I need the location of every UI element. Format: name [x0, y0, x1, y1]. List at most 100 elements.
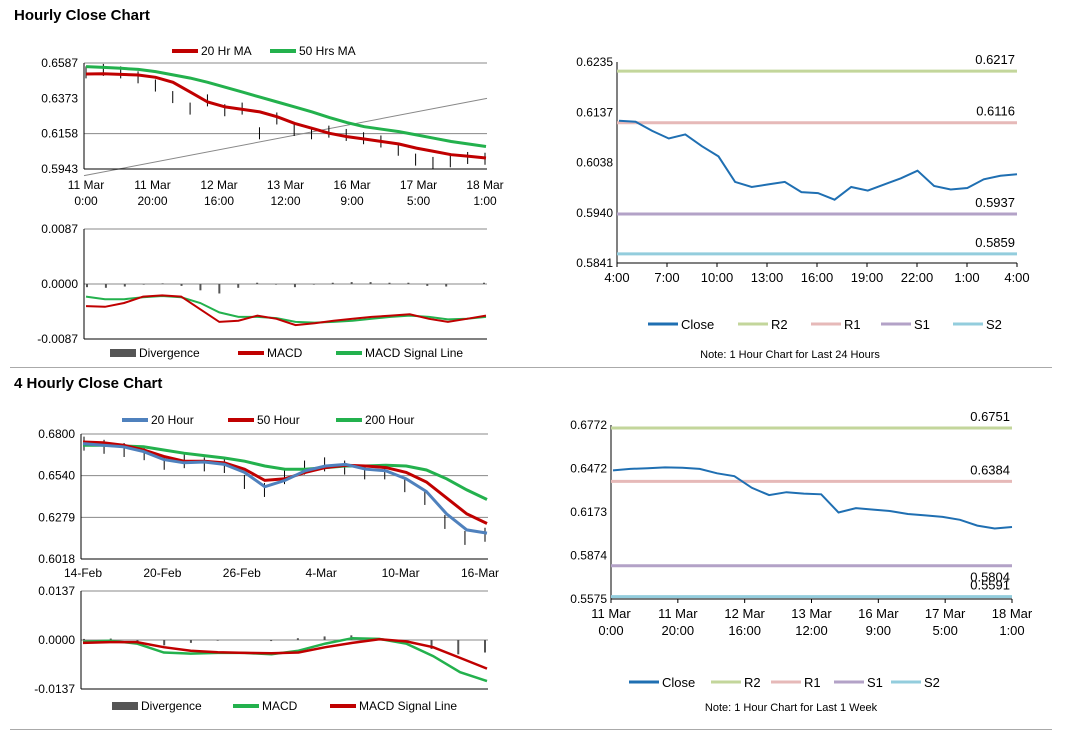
- hourly24-legend-r2-label: R2: [771, 317, 788, 332]
- four-hourly-xtick-label: 26-Feb: [223, 566, 261, 580]
- weekly-xtick-label: 11 Mar: [591, 606, 631, 621]
- hourly-xtick-label: 20:00: [137, 194, 167, 208]
- hourly-ma50-line: [85, 65, 487, 148]
- four-hourly-xtick-label: 10-Mar: [382, 566, 420, 580]
- four-hourly-ytick-label: 0.6540: [38, 469, 75, 483]
- hourly24-xtick-label: 16:00: [801, 270, 834, 285]
- weekly-legend-s2-label: S2: [924, 675, 940, 690]
- weekly-xtick-label: 0:00: [598, 623, 623, 638]
- hourly24-ytick-label: 0.5940: [576, 206, 613, 220]
- hourly-legend-ma50-label: 50 Hrs MA: [299, 44, 356, 58]
- four-hourly-section-title: 4 Hourly Close Chart: [14, 375, 163, 392]
- hourly-xtick-label: 18 Mar: [466, 178, 503, 192]
- four-hourly-ytick-label: 0.6279: [38, 510, 75, 524]
- hourly-macd-ytick-label: 0.0087: [41, 222, 78, 236]
- hourly-xtick-label: 16:00: [204, 194, 234, 208]
- four-hourly-legend-divergence-label: Divergence: [141, 699, 202, 713]
- hourly-xtick-label: 5:00: [407, 194, 431, 208]
- four-hourly-ma20-line: [82, 442, 488, 535]
- weekly-xtick-label: 9:00: [866, 623, 891, 638]
- weekly-xtick-label: 18 Mar: [992, 606, 1033, 621]
- weekly-legend-close-label: Close: [662, 675, 695, 690]
- weekly-legend-r2-label: R2: [744, 675, 761, 690]
- four-hourly-legend-20h-label: 20 Hour: [151, 413, 194, 427]
- hourly-macd-ytick-label: -0.0087: [37, 332, 78, 346]
- weekly-xtick-label: 12:00: [795, 623, 828, 638]
- hourly-xtick-label: 16 Mar: [333, 178, 370, 192]
- four-hourly-xtick-label: 20-Feb: [143, 566, 181, 580]
- weekly-close-line: [612, 466, 1013, 530]
- hourly-ytick-label: 0.6587: [41, 56, 78, 70]
- four-hourly-ytick-label: 0.6800: [38, 427, 75, 441]
- hourly24-level-s1-label: 0.5937: [975, 195, 1015, 210]
- hourly-legend-macd-label: MACD: [267, 346, 303, 360]
- hourly-legend-signal-label: MACD Signal Line: [365, 346, 463, 360]
- four-hourly-ytick-label: 0.6018: [38, 552, 75, 566]
- four-hourly-legend-divergence-swatch: [112, 702, 138, 710]
- weekly-xtick-label: 16 Mar: [858, 606, 899, 621]
- hourly24-legend-r1-label: R1: [844, 317, 861, 332]
- four-hourly-ma200-line: [83, 443, 488, 501]
- hourly24-xtick-label: 1:00: [954, 270, 979, 285]
- hourly24-note: Note: 1 Hour Chart for Last 24 Hours: [700, 349, 880, 361]
- weekly-xtick-label: 12 Mar: [724, 606, 765, 621]
- weekly-ytick-label: 0.5874: [570, 549, 607, 563]
- hourly-ytick-label: 0.6373: [41, 91, 78, 105]
- weekly-xtick-label: 11 Mar: [658, 606, 698, 621]
- section-separator: [10, 367, 1052, 368]
- hourly24-ytick-label: 0.6137: [576, 105, 613, 119]
- four-hourly-xtick-label: 16-Mar: [461, 566, 499, 580]
- weekly-xtick-label: 17 Mar: [925, 606, 966, 621]
- four-hourly-legend-signal-label: MACD Signal Line: [359, 699, 457, 713]
- four-hourly-legend-50h-label: 50 Hour: [257, 413, 300, 427]
- hourly-legend-divergence-swatch: [110, 349, 136, 357]
- hourly24-legend-close-label: Close: [681, 317, 714, 332]
- hourly-ytick-label: 0.5943: [41, 162, 78, 176]
- four-hourly-legend-200h-label: 200 Hour: [365, 413, 414, 427]
- hourly24-level-r1-label: 0.6116: [976, 104, 1015, 119]
- hourly24-ytick-label: 0.5841: [576, 256, 613, 270]
- hourly24-level-s2-label: 0.5859: [975, 235, 1015, 250]
- weekly-xtick-label: 20:00: [662, 623, 695, 638]
- weekly-level-r1-label: 0.6384: [970, 462, 1010, 477]
- hourly-section-title: Hourly Close Chart: [14, 7, 150, 24]
- four-hourly-macd-signal-line: [82, 638, 488, 670]
- hourly24-legend-s2-label: S2: [986, 317, 1002, 332]
- hourly24-xtick-label: 10:00: [701, 270, 734, 285]
- weekly-legend-s1-label: S1: [867, 675, 883, 690]
- hourly24-level-r2-label: 0.6217: [975, 52, 1015, 67]
- hourly24-xtick-label: 7:00: [654, 270, 679, 285]
- weekly-ytick-label: 0.6772: [570, 418, 607, 432]
- hourly24-xtick-label: 4:00: [1004, 270, 1029, 285]
- weekly-level-s2-label: 0.5591: [970, 578, 1010, 593]
- weekly-legend-r1-label: R1: [804, 675, 821, 690]
- weekly-xtick-label: 16:00: [728, 623, 761, 638]
- hourly-ma20-line: [85, 72, 487, 160]
- weekly-ytick-label: 0.6472: [570, 462, 607, 476]
- hourly-macd-line: [85, 294, 487, 327]
- hourly-legend-ma20-label: 20 Hr MA: [201, 44, 252, 58]
- hourly24-xtick-label: 4:00: [604, 270, 629, 285]
- four-hourly-macd-ytick-label: 0.0137: [38, 584, 75, 598]
- weekly-note: Note: 1 Hour Chart for Last 1 Week: [705, 702, 878, 714]
- weekly-xtick-label: 5:00: [933, 623, 958, 638]
- hourly-xtick-label: 9:00: [340, 194, 364, 208]
- weekly-level-s1-label: 0.5804: [970, 570, 1010, 585]
- hourly-xtick-label: 12 Mar: [200, 178, 237, 192]
- hourly24-xtick-label: 22:00: [901, 270, 934, 285]
- bottom-separator: [10, 729, 1052, 730]
- hourly24-ytick-label: 0.6038: [576, 156, 613, 170]
- hourly24-xtick-label: 19:00: [851, 270, 884, 285]
- weekly-xtick-label: 13 Mar: [791, 606, 832, 621]
- four-hourly-macd-ytick-label: -0.0137: [34, 682, 75, 696]
- hourly-xtick-label: 11 Mar: [68, 178, 104, 192]
- hourly-xtick-label: 0:00: [74, 194, 98, 208]
- hourly-macd-ytick-label: 0.0000: [41, 277, 78, 291]
- weekly-level-r2-label: 0.6751: [970, 409, 1010, 424]
- weekly-xtick-label: 1:00: [999, 623, 1024, 638]
- hourly-ytick-label: 0.6158: [41, 127, 78, 141]
- four-hourly-xtick-label: 14-Feb: [64, 566, 102, 580]
- four-hourly-legend-macd-label: MACD: [262, 699, 298, 713]
- hourly-gridline: [83, 97, 488, 177]
